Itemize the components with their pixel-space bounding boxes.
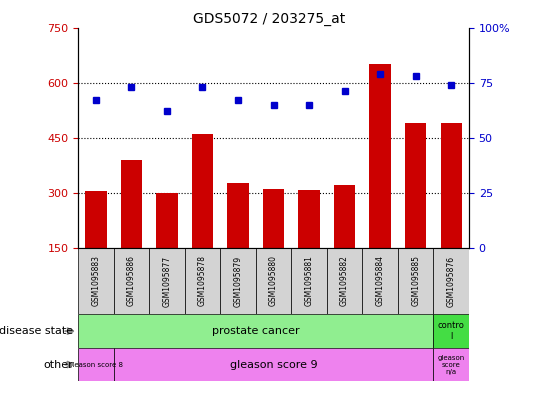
Text: gleason
score
n/a: gleason score n/a — [438, 354, 465, 375]
Text: contro
l: contro l — [438, 321, 465, 341]
Bar — [121, 160, 142, 248]
Text: GSM1095884: GSM1095884 — [376, 255, 385, 307]
Bar — [362, 248, 398, 314]
Bar — [433, 348, 469, 381]
Bar — [256, 248, 291, 314]
Bar — [78, 248, 114, 314]
Text: other: other — [43, 360, 73, 369]
Text: GSM1095880: GSM1095880 — [269, 255, 278, 307]
Bar — [433, 248, 469, 314]
Bar — [85, 191, 107, 248]
Bar — [291, 248, 327, 314]
Text: GSM1095886: GSM1095886 — [127, 255, 136, 307]
Bar — [149, 248, 185, 314]
Text: disease state: disease state — [0, 326, 73, 336]
Bar — [334, 185, 355, 248]
Text: GSM1095878: GSM1095878 — [198, 255, 207, 307]
Bar — [369, 64, 391, 248]
Text: GSM1095876: GSM1095876 — [447, 255, 455, 307]
Bar — [192, 134, 213, 248]
Text: GDS5072 / 203275_at: GDS5072 / 203275_at — [194, 12, 345, 26]
Bar — [405, 123, 426, 248]
Text: GSM1095885: GSM1095885 — [411, 255, 420, 307]
Bar — [263, 189, 284, 248]
Bar — [327, 248, 362, 314]
Text: gleason score 8: gleason score 8 — [68, 362, 123, 367]
Bar — [299, 190, 320, 248]
Bar — [440, 123, 462, 248]
Bar — [398, 248, 433, 314]
Bar — [78, 348, 114, 381]
Bar — [114, 348, 433, 381]
Text: prostate cancer: prostate cancer — [212, 326, 300, 336]
Text: GSM1095882: GSM1095882 — [340, 255, 349, 307]
Text: GSM1095883: GSM1095883 — [92, 255, 100, 307]
Text: GSM1095879: GSM1095879 — [233, 255, 243, 307]
Bar — [156, 193, 178, 248]
Bar — [114, 248, 149, 314]
Bar — [433, 314, 469, 348]
Bar — [185, 248, 220, 314]
Text: GSM1095877: GSM1095877 — [162, 255, 171, 307]
Bar — [227, 184, 248, 248]
Text: GSM1095881: GSM1095881 — [305, 255, 314, 307]
Bar — [220, 248, 256, 314]
Text: gleason score 9: gleason score 9 — [230, 360, 317, 369]
